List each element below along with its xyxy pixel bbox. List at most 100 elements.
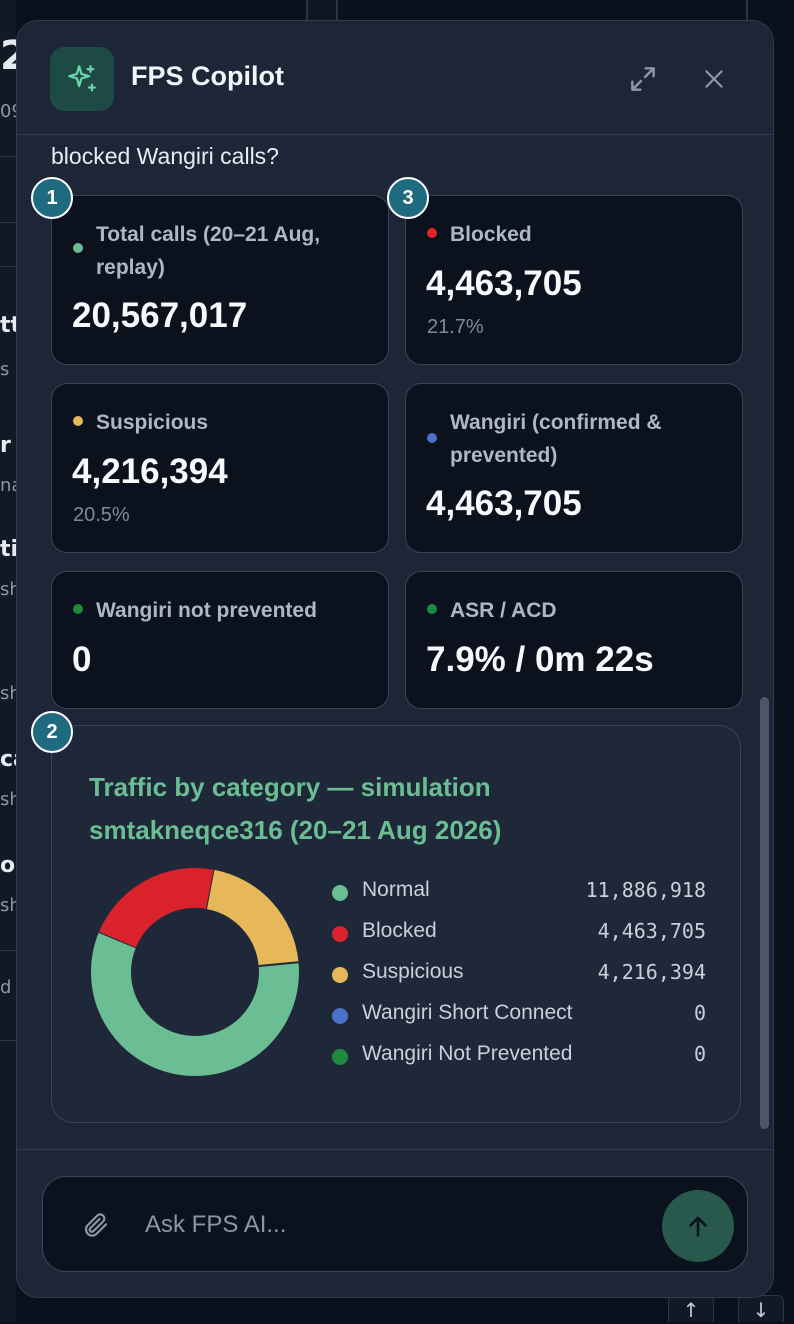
bg-fragment: tt [0, 314, 16, 338]
legend-label: Normal [362, 878, 430, 901]
stat-card-suspicious: Suspicious 4,216,394 20.5% [51, 383, 389, 553]
stat-value: 0 [72, 640, 92, 679]
bg-fragment: sh [0, 895, 16, 916]
bg-fragment: ca [0, 748, 16, 772]
bg-divider [0, 156, 16, 157]
bg-column-divider [306, 0, 338, 22]
chat-input-box [42, 1176, 748, 1272]
legend-label: Blocked [362, 919, 437, 942]
status-dot [427, 433, 437, 443]
citation-badge[interactable]: 3 [387, 177, 429, 219]
legend-item: Wangiri Short Connect 0 [332, 999, 706, 1040]
stat-label: Wangiri not prevented [96, 599, 317, 622]
bg-divider [0, 266, 16, 267]
bg-fragment: d [0, 977, 12, 998]
panel-header: FPS Copilot [17, 21, 773, 135]
bg-fragment: s n [0, 359, 16, 380]
legend-value: 4,463,705 [597, 919, 706, 943]
stat-percent: 20.5% [73, 504, 130, 526]
bg-fragment: 2 [0, 36, 16, 76]
legend-label: Suspicious [362, 960, 464, 983]
bg-divider [0, 950, 16, 951]
donut-slice-suspicious [206, 869, 299, 967]
stat-label: Total calls (20–21 Aug, replay) [96, 223, 321, 279]
background-sidebar [0, 0, 16, 1322]
legend-label: Wangiri Short Connect [362, 1001, 573, 1024]
status-dot [73, 604, 83, 614]
close-button[interactable] [692, 57, 736, 101]
chart-legend: Normal 11,886,918 Blocked 4,463,705 Susp… [332, 876, 706, 1081]
chart-title: Traffic by category — simulation smtakne… [89, 772, 502, 845]
stat-label: Blocked [450, 223, 532, 246]
stat-value: 20,567,017 [72, 296, 248, 335]
stat-label: ASR / ACD [450, 599, 557, 622]
close-icon [705, 70, 723, 88]
legend-swatch [332, 885, 348, 901]
legend-value: 11,886,918 [585, 878, 706, 902]
stat-value: 7.9% / 0m 22s [426, 640, 654, 679]
slice-separator [258, 961, 299, 967]
bg-fragment: or [0, 854, 16, 878]
attach-button[interactable] [79, 1205, 113, 1245]
slice-separator [98, 931, 137, 949]
stat-label: Wangiri (confirmed & prevented) [450, 411, 662, 467]
stat-value: 4,463,705 [426, 484, 582, 523]
stat-value: 4,216,394 [72, 452, 228, 491]
legend-value: 0 [693, 1042, 706, 1066]
status-dot [427, 228, 437, 238]
status-dot [73, 416, 83, 426]
stat-label: Suspicious [96, 411, 209, 434]
legend-swatch [332, 967, 348, 983]
bg-divider [0, 1040, 16, 1041]
stat-card-asr-acd: ASR / ACD 7.9% / 0m 22s [405, 571, 743, 709]
message-area: blocked Wangiri calls? Total calls (20–2… [17, 135, 773, 1151]
bg-fragment: 09 [0, 101, 16, 122]
bg-fragment: sh [0, 683, 16, 704]
traffic-chart-card: Traffic by category — simulation smtakne… [51, 725, 741, 1123]
stat-card-total-calls: Total calls (20–21 Aug, replay) 20,567,0… [51, 195, 389, 365]
composer-area [17, 1149, 773, 1297]
bg-fragment: sh [0, 789, 16, 810]
legend-item: Normal 11,886,918 [332, 876, 706, 917]
copilot-logo [50, 47, 114, 111]
citation-badge[interactable]: 1 [31, 177, 73, 219]
expand-button[interactable] [621, 57, 665, 101]
bg-column-divider [746, 0, 758, 22]
stat-card-blocked: Blocked 4,463,705 21.7% [405, 195, 743, 365]
legend-swatch [332, 1049, 348, 1065]
citation-badge[interactable]: 2 [31, 711, 73, 753]
stat-card-wangiri-prevented: Wangiri (confirmed & prevented) 4,463,70… [405, 383, 743, 553]
arrow-up-icon [689, 1216, 707, 1237]
chat-input[interactable] [143, 1199, 647, 1251]
expand-icon [631, 67, 655, 91]
panel-title: FPS Copilot [131, 61, 284, 91]
legend-item: Suspicious 4,216,394 [332, 958, 706, 999]
legend-swatch [332, 1008, 348, 1024]
stat-percent: 21.7% [427, 316, 484, 338]
legend-value: 4,216,394 [597, 960, 706, 984]
legend-item: Blocked 4,463,705 [332, 917, 706, 958]
copilot-panel: FPS Copilot blocked Wangiri calls? Total… [16, 20, 774, 1298]
status-dot [73, 243, 83, 253]
bg-fragment: r [0, 434, 11, 458]
stat-card-wangiri-not-prevented: Wangiri not prevented 0 [51, 571, 389, 709]
send-button[interactable] [662, 1190, 734, 1262]
bg-fragment: na [0, 475, 16, 496]
legend-label: Wangiri Not Prevented [362, 1042, 573, 1065]
legend-value: 0 [693, 1001, 706, 1025]
legend-swatch [332, 926, 348, 942]
bg-divider [0, 222, 16, 223]
bg-fragment: sh [0, 579, 16, 600]
scroll-up-button[interactable]: ↑ [668, 1295, 714, 1322]
scrollbar-thumb[interactable] [760, 697, 769, 1129]
status-dot [427, 604, 437, 614]
sparkles-icon [68, 65, 96, 92]
legend-item: Wangiri Not Prevented 0 [332, 1040, 706, 1081]
message-text: blocked Wangiri calls? [51, 143, 279, 169]
paperclip-icon [84, 1213, 108, 1237]
donut-chart [91, 868, 299, 1076]
stat-value: 4,463,705 [426, 264, 582, 303]
scroll-down-button[interactable]: ↓ [738, 1295, 784, 1322]
donut-slice-normal [91, 931, 299, 1076]
